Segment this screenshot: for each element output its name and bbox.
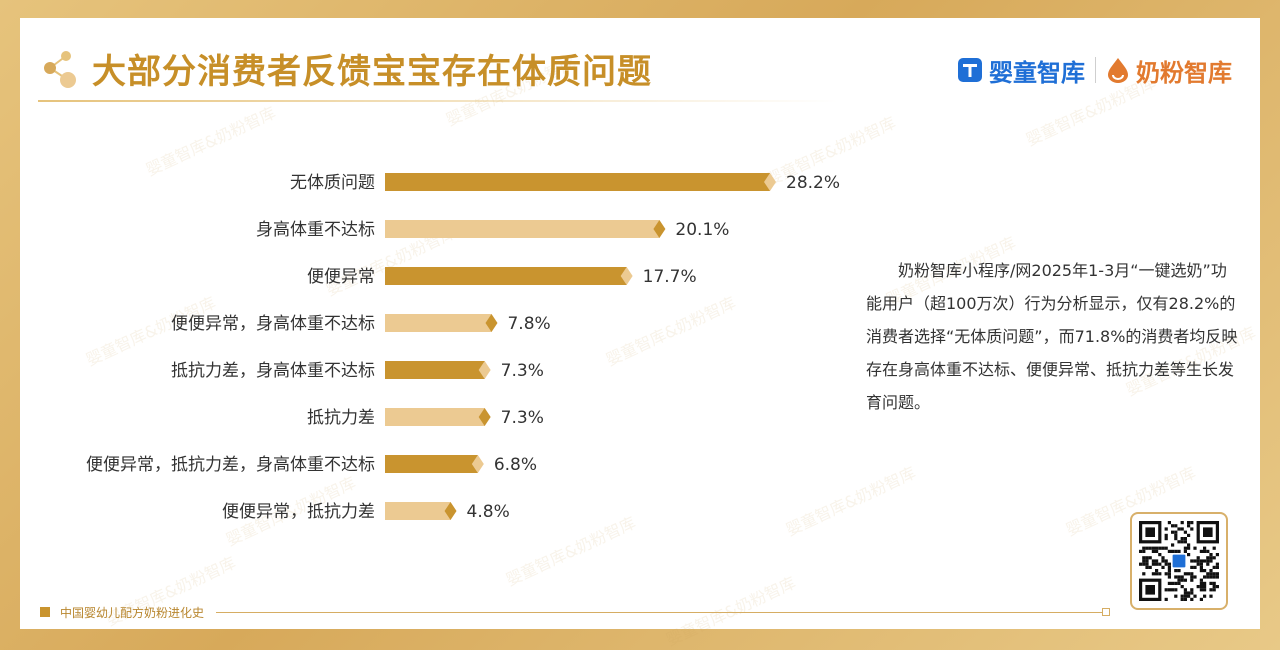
bar-end-diamond — [485, 314, 498, 332]
chart-area: 无体质问题 28.2% 身高体重不达标 20.1% 便便异常 17.7% 便便异常，身高体重… — [20, 158, 880, 558]
category-label: 便便异常 — [307, 267, 375, 287]
brand-formula-library: 奶粉智库 — [1106, 53, 1232, 88]
bar — [385, 267, 627, 285]
bar — [385, 361, 485, 379]
bar — [385, 502, 451, 520]
value-label: 20.1% — [675, 220, 729, 240]
page-title: 大部分消费者反馈宝宝存在体质问题 — [92, 51, 652, 92]
qr-code-icon — [1139, 521, 1219, 601]
value-label: 7.8% — [507, 314, 550, 334]
footer: 中国婴幼儿配方奶粉进化史 — [40, 604, 1110, 620]
description-text: 奶粉智库小程序/网2025年1-3月“一键选奶”功能用户（超100万次）行为分析… — [866, 261, 1238, 412]
brand-row: 婴童智库 奶粉智库 — [957, 53, 1232, 88]
value-label: 28.2% — [786, 173, 840, 193]
bar — [385, 173, 770, 191]
bar-chart: 无体质问题 28.2% 身高体重不达标 20.1% 便便异常 17.7% 便便异常，身高体重… — [86, 173, 840, 522]
bar-end-diamond — [764, 173, 776, 191]
content-card: 婴童智库&奶粉智库 婴童智库&奶粉智库 婴童智库&奶粉智库 婴童智库&奶粉智库 婴童智库… — [20, 18, 1260, 650]
footer-text: 中国婴幼儿配方奶粉进化史 — [60, 605, 205, 620]
brand2-name: 奶粉智库 — [1136, 58, 1232, 87]
bar — [385, 220, 660, 238]
brand1-name: 婴童智库 — [989, 58, 1085, 87]
brand-infant-library: 婴童智库 — [957, 53, 1085, 88]
footer-end-mark — [1102, 608, 1110, 616]
category-label: 便便异常，抵抗力差 — [222, 502, 375, 522]
footer-line — [216, 611, 1102, 613]
bar-end-diamond — [471, 455, 484, 473]
bar — [385, 314, 492, 332]
bar-end-diamond — [478, 408, 491, 426]
footer-bullet-icon — [40, 607, 50, 617]
bar-end-diamond — [444, 502, 457, 520]
category-label: 无体质问题 — [290, 173, 375, 193]
category-label: 抵抗力差 — [307, 408, 375, 428]
value-label: 17.7% — [643, 267, 697, 287]
bar-end-diamond — [620, 267, 633, 285]
bar — [385, 408, 485, 426]
brand-divider — [1095, 57, 1096, 83]
bar-end-diamond — [478, 361, 491, 379]
share-icon — [38, 46, 82, 90]
category-label: 便便异常，身高体重不达标 — [171, 314, 375, 334]
value-label: 7.3% — [501, 361, 544, 381]
title-underline — [38, 100, 838, 102]
category-label: 便便异常，抵抗力差，身高体重不达标 — [86, 455, 375, 475]
title-row: 大部分消费者反馈宝宝存在体质问题 — [38, 44, 652, 92]
value-label: 7.3% — [501, 408, 544, 428]
drop-logo-icon — [1106, 57, 1130, 83]
category-label: 身高体重不达标 — [256, 220, 375, 240]
bar-end-diamond — [653, 220, 666, 238]
infant-library-logo-icon — [957, 57, 983, 83]
value-label: 6.8% — [494, 455, 537, 475]
category-label: 抵抗力差，身高体重不达标 — [171, 361, 375, 381]
bar — [385, 455, 478, 473]
value-label: 4.8% — [467, 502, 510, 522]
qr-code[interactable] — [1130, 512, 1228, 610]
